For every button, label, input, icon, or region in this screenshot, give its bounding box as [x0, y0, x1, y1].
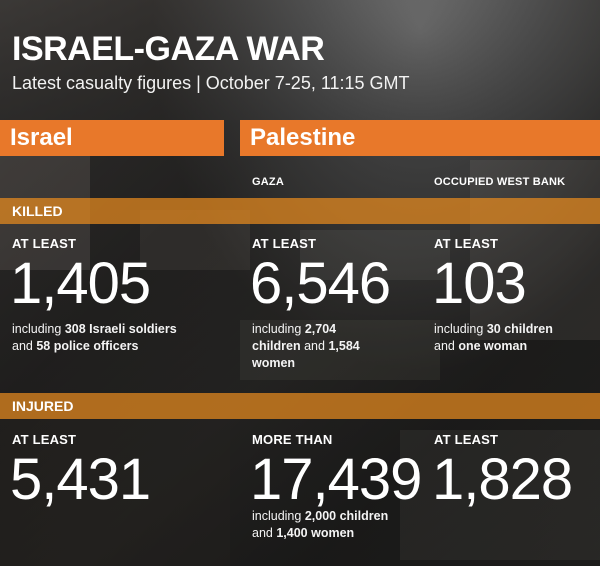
- qualifier-killed-west-bank: AT LEAST: [434, 236, 499, 251]
- country-header-palestine: Palestine: [240, 120, 600, 156]
- figure-killed-west-bank: 103: [432, 251, 527, 316]
- background-rubble: [400, 430, 600, 560]
- section-header-killed: KILLED: [0, 198, 600, 224]
- background-building: [470, 160, 600, 340]
- region-label-gaza: GAZA: [252, 176, 284, 188]
- qualifier-injured-gaza: MORE THAN: [252, 432, 333, 447]
- background-rubble: [240, 320, 440, 380]
- qualifier-killed-gaza: AT LEAST: [252, 236, 317, 251]
- region-label-west-bank: OCCUPIED WEST BANK: [434, 176, 566, 188]
- figure-injured-west-bank: 1,828: [432, 447, 573, 512]
- section-header-injured: INJURED: [0, 393, 600, 419]
- figure-killed-gaza: 6,546: [250, 251, 391, 316]
- description-killed-west-bank: including 30 children and one woman: [434, 322, 553, 353]
- qualifier-injured-israel: AT LEAST: [12, 432, 77, 447]
- description-injured-gaza: including 2,000 children and 1,400 women: [252, 509, 389, 540]
- page-title: ISRAEL-GAZA WAR: [12, 30, 325, 68]
- qualifier-killed-israel: AT LEAST: [12, 236, 77, 251]
- page-subtitle: Latest casualty figures | October 7-25, …: [12, 73, 410, 93]
- country-label-israel: Israel: [10, 124, 73, 151]
- country-header-israel: Israel: [0, 120, 224, 156]
- description-killed-gaza: including 2,704 children and 1,584 women: [252, 322, 360, 370]
- background-rubble: [300, 230, 450, 280]
- country-label-palestine: Palestine: [250, 124, 356, 151]
- figure-injured-gaza: 17,439: [250, 447, 422, 512]
- section-label-killed: KILLED: [12, 203, 63, 219]
- figure-killed-israel: 1,405: [10, 251, 151, 316]
- section-label-injured: INJURED: [12, 398, 74, 414]
- figure-injured-israel: 5,431: [10, 447, 151, 512]
- qualifier-injured-west-bank: AT LEAST: [434, 432, 499, 447]
- description-killed-israel: including 308 Israeli soldiers and 58 po…: [12, 322, 177, 353]
- background-shadow: [0, 420, 230, 566]
